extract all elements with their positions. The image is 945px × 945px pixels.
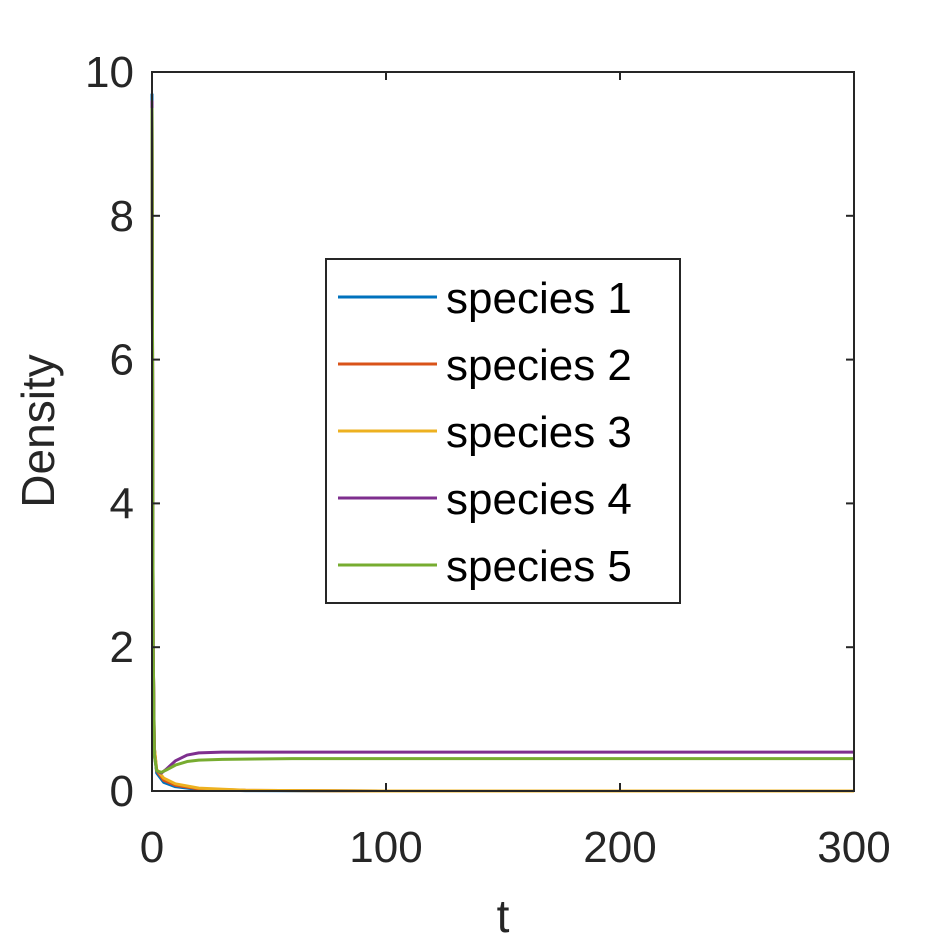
plot-frame xyxy=(151,71,855,792)
y-tick-label: 8 xyxy=(110,192,134,241)
y-tick-label: 6 xyxy=(110,336,134,385)
x-axis-label: t xyxy=(497,890,510,942)
x-tick-label: 300 xyxy=(817,823,890,872)
legend-items: species 1 species 2 species 3 species 4 spec… xyxy=(338,274,632,591)
y-tick-label: 4 xyxy=(110,479,134,528)
y-axis-label: Density xyxy=(12,354,64,507)
legend-label-5: species 5 xyxy=(446,542,632,591)
y-tick-label: 10 xyxy=(85,48,134,97)
x-tick-label: 200 xyxy=(583,823,656,872)
legend-label-1: species 1 xyxy=(446,274,632,323)
legend-label-2: species 2 xyxy=(446,341,632,390)
legend-label-4: species 4 xyxy=(446,475,632,524)
legend: species 1 species 2 species 3 species 4 spec… xyxy=(325,258,681,604)
x-tick-label: 0 xyxy=(140,823,164,872)
series-line-5 xyxy=(150,107,854,774)
legend-label-3: species 3 xyxy=(446,408,632,457)
y-tick-label: 0 xyxy=(110,767,134,816)
y-tick-label: 2 xyxy=(110,623,134,672)
x-tick-label: 100 xyxy=(349,823,422,872)
axis-ticks xyxy=(151,71,855,792)
tick-labels: 0 100 200 300 0 2 4 6 8 10 xyxy=(85,48,891,872)
